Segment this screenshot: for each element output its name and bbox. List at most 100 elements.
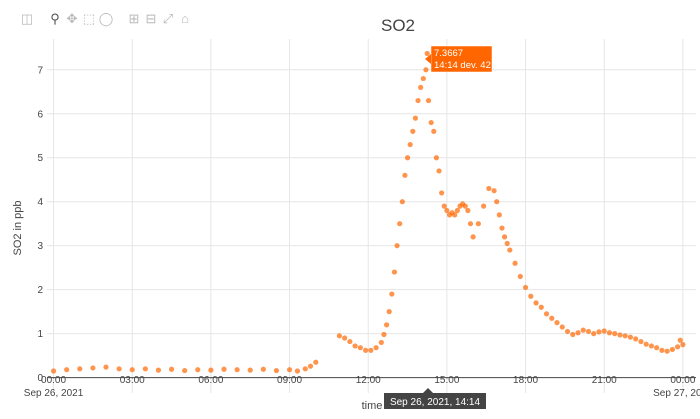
data-point xyxy=(512,260,518,266)
data-point xyxy=(486,185,492,192)
data-point xyxy=(543,311,550,317)
data-point xyxy=(596,329,602,335)
data-point xyxy=(90,365,96,371)
data-point xyxy=(221,366,227,372)
chart-title: SO2 xyxy=(381,16,415,35)
data-point xyxy=(669,346,676,353)
data-point xyxy=(436,168,442,174)
data-point xyxy=(643,341,649,347)
data-point xyxy=(386,309,392,315)
data-point xyxy=(494,199,500,205)
data-point xyxy=(129,367,135,373)
data-point xyxy=(64,367,70,373)
data-point xyxy=(103,364,109,370)
y-tick-label: 5 xyxy=(37,153,43,164)
data-point xyxy=(475,221,481,227)
data-point xyxy=(50,368,57,374)
data-point xyxy=(580,327,586,333)
x-axis-label: time xyxy=(362,400,383,412)
data-point xyxy=(247,367,253,373)
spike-box xyxy=(384,393,486,409)
data-point xyxy=(307,363,314,369)
y-tick-label: 1 xyxy=(37,329,43,340)
box-select-icon[interactable]: ⬚ xyxy=(82,11,96,26)
data-point xyxy=(441,203,447,209)
data-point xyxy=(208,367,214,373)
y-axis-label: SO2 in ppb xyxy=(12,200,24,255)
zoom-in-icon[interactable]: ⊞ xyxy=(128,11,140,26)
hover-value: 7.3667 xyxy=(434,48,463,59)
y-tick-label: 2 xyxy=(37,285,43,296)
data-points xyxy=(50,50,686,374)
autoscale-icon[interactable]: ⤢ xyxy=(162,11,174,26)
hover-tooltip: 7.3667 14:14 dev. 42 xyxy=(425,45,493,73)
data-point xyxy=(273,367,280,374)
data-point xyxy=(496,212,502,218)
data-point xyxy=(538,304,544,310)
data-point xyxy=(606,330,613,336)
data-point xyxy=(431,128,437,134)
data-point xyxy=(533,300,539,306)
data-point xyxy=(428,119,434,126)
data-point xyxy=(591,331,597,337)
data-point xyxy=(425,97,432,104)
data-point xyxy=(142,366,148,372)
axis-ticks: 00:00 Sep 26, 2021 03:00 06:00 09:00 12:00 15:… xyxy=(24,65,700,399)
grid xyxy=(47,39,696,393)
data-point xyxy=(467,221,474,227)
data-point xyxy=(654,345,660,351)
data-point xyxy=(302,366,308,372)
hover-pointer xyxy=(425,54,431,64)
data-point xyxy=(470,234,476,240)
data-point xyxy=(415,97,421,104)
data-point xyxy=(410,128,416,134)
x-tick-label: 12:00 xyxy=(356,375,381,386)
zoom-icon[interactable]: ⚲ xyxy=(50,11,60,26)
data-point xyxy=(601,328,607,334)
data-point xyxy=(554,320,560,326)
data-point xyxy=(286,367,293,373)
reset-axes-icon[interactable]: ⌂ xyxy=(181,11,189,26)
data-point xyxy=(260,366,266,372)
data-point xyxy=(452,212,458,218)
camera-icon[interactable]: ◫ xyxy=(20,11,34,26)
x-tick-label: 18:00 xyxy=(513,375,538,386)
x-tick-date-label: Sep 26, 2021 xyxy=(24,388,84,399)
data-point xyxy=(638,338,644,345)
data-point xyxy=(585,328,592,335)
hover-box xyxy=(430,45,493,73)
data-point xyxy=(481,203,487,209)
data-point xyxy=(381,331,387,338)
modebar: ◫ ⚲ ✥ ⬚ ◯ ⊞ ⊟ ⤢ ⌂ xyxy=(20,12,192,26)
data-point xyxy=(648,343,655,349)
data-point xyxy=(313,359,319,365)
zoom-out-icon[interactable]: ⊟ xyxy=(145,11,157,26)
data-point xyxy=(675,344,681,350)
data-point xyxy=(559,324,565,330)
data-point xyxy=(342,335,348,341)
lasso-icon[interactable]: ◯ xyxy=(98,11,114,26)
data-point xyxy=(677,337,683,343)
data-point xyxy=(664,348,670,354)
data-point xyxy=(465,207,471,214)
data-point xyxy=(564,328,571,335)
data-point xyxy=(77,366,83,372)
data-point xyxy=(491,188,497,194)
data-point xyxy=(397,221,403,227)
pan-icon[interactable]: ✥ xyxy=(66,11,78,26)
data-point xyxy=(418,84,424,90)
data-point xyxy=(412,115,419,121)
x-tick-label: 21:00 xyxy=(592,375,617,386)
spike-text: Sep 26, 2021, 14:14 xyxy=(390,397,481,408)
x-tick-label: 00:00 xyxy=(670,375,695,386)
data-point xyxy=(168,366,175,372)
data-point xyxy=(195,367,201,373)
data-point xyxy=(549,315,555,321)
x-tick-label: 15:00 xyxy=(434,375,459,386)
data-point xyxy=(622,333,628,339)
data-point xyxy=(407,141,413,148)
data-point xyxy=(383,322,390,328)
data-point xyxy=(352,343,358,349)
data-point xyxy=(404,155,411,161)
